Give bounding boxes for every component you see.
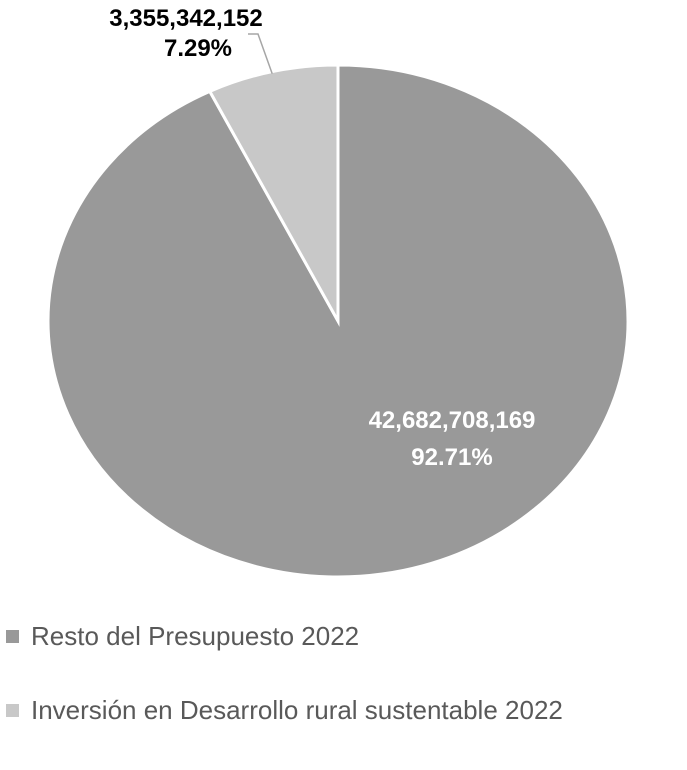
slice-value-label-resto: 42,682,708,169	[369, 407, 536, 434]
pie-chart: 42,682,708,169 92.71% 3,355,342,152 7.29…	[46, 5, 630, 579]
legend-item-inversion: Inversión en Desarrollo rural sustentabl…	[6, 694, 563, 725]
slice-percent-label-resto: 92.71%	[411, 444, 492, 471]
slice-percent-label-inversion: 7.29%	[164, 35, 232, 62]
legend-item-resto: Resto del Presupuesto 2022	[6, 620, 563, 651]
slice-value-label-inversion: 3,355,342,152	[109, 5, 262, 32]
legend-label: Resto del Presupuesto 2022	[31, 620, 360, 651]
legend: Resto del Presupuesto 2022 Inversión en …	[6, 620, 563, 770]
legend-swatch	[6, 703, 19, 717]
legend-label: Inversión en Desarrollo rural sustentabl…	[31, 694, 563, 725]
slice-label-leader-line	[248, 33, 273, 74]
legend-swatch	[6, 629, 19, 643]
